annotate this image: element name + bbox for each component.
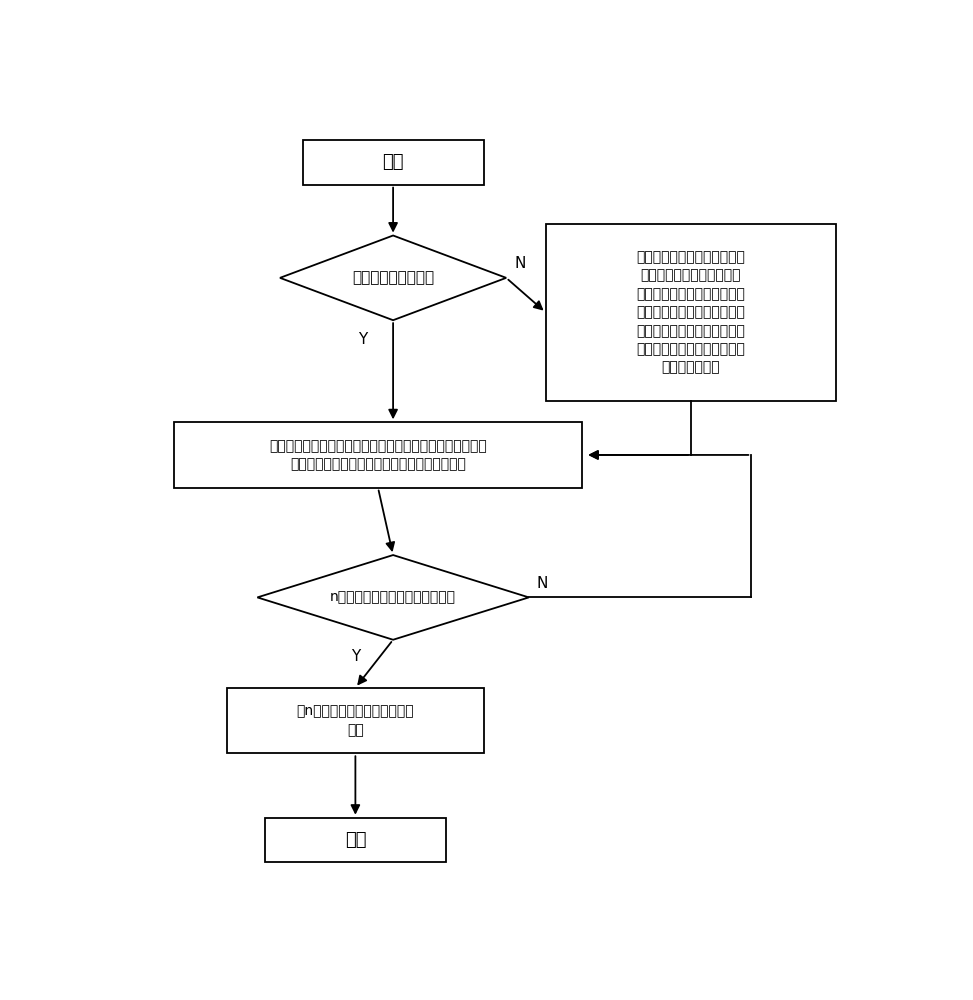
Text: N: N [514,256,525,271]
Text: 驾驶员用带有车辆位置检测单
元的车辆，在各种道路条件
下，从一个车站起步开始到另
一个车站停止过程中，系统将
每秒钟记录一次当前的位置经
纬度数据与时间关联到一: 驾驶员用带有车辆位置检测单 元的车辆，在各种道路条件 下，从一个车站起步开始到另… [636,250,745,375]
Text: n号班次车辆在始发站等待发车？: n号班次车辆在始发站等待发车？ [330,590,456,604]
Bar [174,422,582,488]
Bar [303,140,484,185]
Text: 开始: 开始 [382,153,404,171]
Text: 调用本条快速公交线路当前时段计划时间表，根据各班次发
车到站时刻、各车站停车时间，形成运行时刻表: 调用本条快速公交线路当前时段计划时间表，根据各班次发 车到站时刻、各车站停车时间… [270,439,486,471]
Text: Y: Y [350,649,360,664]
Bar [546,224,836,401]
Bar [227,688,484,753]
Polygon shape [257,555,529,640]
Text: 返回: 返回 [344,831,366,849]
Bar [265,818,446,862]
Text: 已制定计划时间表？: 已制定计划时间表？ [352,270,434,285]
Text: N: N [537,576,548,591]
Text: Y: Y [358,332,368,347]
Text: 向n号班次车载单元发送执行时
刻表: 向n号班次车载单元发送执行时 刻表 [297,704,414,737]
Polygon shape [280,235,506,320]
